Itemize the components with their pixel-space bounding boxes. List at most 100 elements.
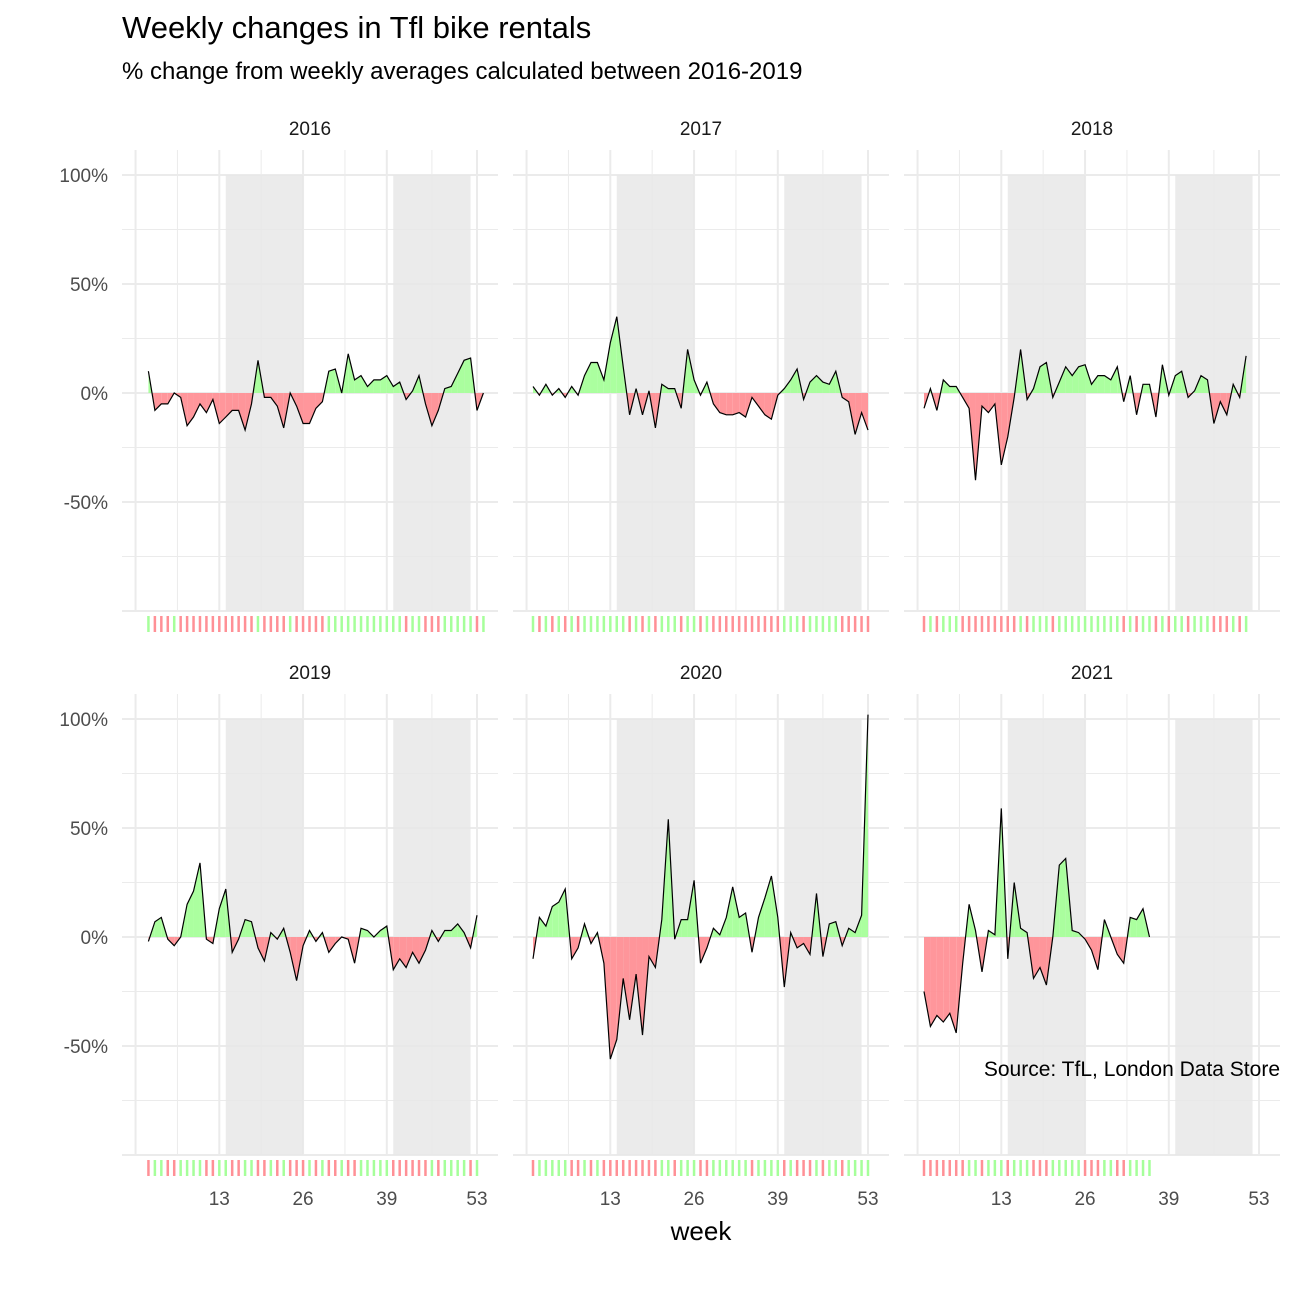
negative-area bbox=[1091, 937, 1098, 970]
y-tick-label: 50% bbox=[70, 275, 108, 296]
negative-area bbox=[206, 393, 213, 413]
negative-area bbox=[1033, 937, 1040, 979]
facet-panel-2018: 2018 bbox=[904, 119, 1280, 632]
negative-area bbox=[956, 937, 963, 1033]
negative-area bbox=[199, 393, 207, 413]
positive-area bbox=[558, 889, 566, 937]
series-line-2021 bbox=[923, 808, 1151, 1034]
x-tick-label: 39 bbox=[1158, 1189, 1179, 1210]
chart-caption: Source: TfL, London Data Store bbox=[983, 1058, 1280, 1081]
negative-area bbox=[936, 937, 944, 1023]
positive-area bbox=[354, 375, 362, 393]
negative-area bbox=[238, 393, 246, 431]
positive-area bbox=[386, 375, 394, 393]
positive-area bbox=[348, 353, 355, 393]
positive-area bbox=[597, 362, 604, 393]
x-tick-label: 13 bbox=[991, 1189, 1012, 1210]
facet-panel-2021: 2021 bbox=[904, 663, 1280, 1176]
negative-area bbox=[245, 393, 252, 431]
negative-area bbox=[803, 937, 811, 955]
positive-area bbox=[848, 928, 856, 937]
positive-area bbox=[1175, 371, 1182, 393]
negative-area bbox=[154, 393, 162, 411]
positive-area bbox=[784, 379, 791, 393]
positive-area bbox=[361, 375, 368, 393]
negative-area bbox=[610, 937, 617, 1060]
negative-area bbox=[1220, 393, 1227, 415]
negative-area bbox=[193, 393, 200, 417]
positive-area bbox=[661, 384, 669, 393]
positive-area bbox=[758, 897, 765, 937]
series-line-2016 bbox=[147, 353, 484, 433]
positive-area bbox=[1110, 366, 1118, 393]
positive-area bbox=[1097, 375, 1105, 393]
negative-area bbox=[270, 393, 278, 407]
y-tick-label: -50% bbox=[64, 1037, 108, 1058]
x-tick-label: 53 bbox=[466, 1189, 487, 1210]
negative-area bbox=[161, 393, 168, 404]
negative-area bbox=[419, 937, 426, 964]
negative-area bbox=[943, 937, 950, 1023]
negative-area bbox=[797, 937, 804, 948]
y-tick-label: 0% bbox=[81, 384, 109, 405]
positive-area bbox=[451, 923, 458, 937]
facet-label: 2019 bbox=[289, 663, 331, 684]
x-tick-label: 13 bbox=[209, 1189, 230, 1210]
negative-area bbox=[924, 937, 931, 1027]
negative-area bbox=[393, 937, 400, 970]
x-tick-label: 26 bbox=[683, 1189, 704, 1210]
y-tick-label: -50% bbox=[64, 493, 108, 514]
negative-area bbox=[232, 393, 239, 411]
negative-area bbox=[616, 937, 624, 1040]
positive-area bbox=[687, 349, 695, 393]
positive-area bbox=[949, 386, 957, 393]
y-tick-label: 100% bbox=[59, 166, 108, 187]
series-line-2018 bbox=[923, 349, 1247, 481]
negative-area bbox=[949, 937, 957, 1033]
negative-area bbox=[257, 937, 265, 961]
positive-area bbox=[943, 379, 950, 393]
positive-area bbox=[1143, 384, 1150, 393]
negative-area bbox=[988, 393, 995, 413]
positive-area bbox=[790, 369, 798, 393]
negative-area bbox=[752, 393, 759, 407]
negative-area bbox=[406, 937, 413, 968]
positive-area bbox=[1085, 364, 1092, 393]
negative-area bbox=[290, 937, 297, 981]
positive-area bbox=[829, 371, 836, 393]
negative-area bbox=[719, 393, 727, 415]
negative-area bbox=[219, 393, 226, 424]
y-tick-label: 0% bbox=[81, 928, 109, 949]
negative-area bbox=[264, 393, 271, 398]
negative-area bbox=[277, 393, 284, 428]
positive-area bbox=[393, 382, 400, 393]
positive-area bbox=[457, 360, 465, 393]
positive-area bbox=[732, 886, 740, 937]
positive-area bbox=[1104, 375, 1111, 393]
positive-area bbox=[1059, 366, 1066, 393]
positive-area bbox=[552, 902, 559, 937]
negative-area bbox=[315, 393, 323, 409]
negative-area bbox=[309, 393, 316, 424]
positive-area bbox=[764, 875, 772, 937]
positive-area bbox=[380, 926, 387, 937]
positive-area bbox=[610, 316, 617, 393]
positive-area bbox=[154, 917, 162, 937]
negative-area bbox=[412, 937, 420, 964]
negative-area bbox=[842, 393, 849, 402]
x-tick-label: 53 bbox=[1248, 1189, 1269, 1210]
x-tick-label: 26 bbox=[292, 1189, 313, 1210]
positive-area bbox=[822, 382, 830, 393]
y-tick-label: 100% bbox=[59, 710, 108, 731]
positive-area bbox=[1020, 928, 1028, 937]
negative-area bbox=[225, 393, 233, 417]
positive-area bbox=[1039, 362, 1047, 393]
negative-area bbox=[303, 393, 310, 424]
facet-panel-2019: 2019 bbox=[122, 663, 498, 1176]
chart-title: Weekly changes in Tfl bike rentals bbox=[122, 10, 592, 45]
positive-area bbox=[1059, 858, 1066, 937]
series-line-2020 bbox=[532, 714, 869, 1060]
series-line-2019 bbox=[147, 862, 478, 981]
positive-area bbox=[726, 886, 733, 937]
